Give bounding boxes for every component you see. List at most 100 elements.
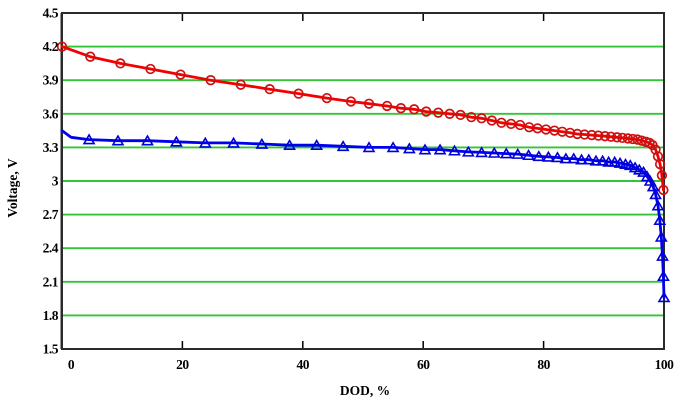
- red-circle-series-marker: [175, 69, 186, 80]
- red-circle-series-marker: [656, 170, 668, 181]
- data-series-layer: [56, 41, 671, 303]
- blue-triangle-series-marker: [582, 153, 596, 165]
- y-tick-label: 2.4: [43, 241, 59, 256]
- y-tick-label: 2.1: [43, 274, 59, 289]
- blue-triangle-series-marker: [522, 149, 535, 161]
- red-circle-series-marker: [409, 104, 420, 115]
- plot-border: [61, 12, 665, 350]
- blue-triangle-series: [60, 129, 671, 303]
- red-circle-series-marker: [514, 119, 526, 131]
- x-tick-label: 60: [417, 357, 430, 372]
- blue-triangle-series-marker: [637, 165, 650, 177]
- y-tick-label: 4.5: [43, 6, 59, 21]
- blue-triangle-series-marker: [475, 146, 488, 158]
- axis-tick-layer: [181, 14, 545, 348]
- blue-triangle-series-marker: [386, 141, 400, 153]
- red-circle-series-marker: [293, 88, 304, 99]
- blue-triangle-series-marker: [649, 188, 662, 200]
- blue-triangle-series-marker: [613, 156, 627, 168]
- x-tick-label: 20: [176, 357, 189, 372]
- y-tick-label: 4.2: [43, 39, 59, 54]
- gridline-layer: [62, 45, 664, 317]
- red-circle-series-marker: [622, 133, 634, 144]
- red-circle-series-marker: [593, 130, 604, 141]
- red-circle-series-marker: [455, 109, 466, 121]
- blue-triangle-series-marker: [487, 146, 501, 158]
- blue-triangle-series-marker: [653, 214, 667, 225]
- red-circle-series-marker: [395, 103, 407, 114]
- red-circle-series-marker: [145, 63, 156, 75]
- red-circle-series-marker: [486, 115, 497, 126]
- blue-triangle-series-marker: [336, 140, 350, 152]
- blue-triangle-series-marker: [511, 147, 525, 159]
- blue-triangle-series-marker: [589, 154, 603, 166]
- blue-triangle-series-marker: [141, 134, 154, 146]
- y-tick-label-layer: 4.5 4.2 3.9 3.6 3.3 3 2.7 2.4 2.1 1.8 1.5: [43, 6, 60, 357]
- blue-triangle-series-marker: [433, 143, 447, 155]
- red-circle-series-marker: [654, 159, 666, 170]
- red-circle-series-marker: [321, 92, 333, 104]
- y-tick-label: 3.9: [43, 73, 59, 88]
- red-circle-series-marker: [586, 129, 597, 141]
- red-circle-series-marker: [235, 79, 246, 90]
- red-circle-series-marker: [605, 131, 617, 142]
- x-tick-label: 0: [68, 357, 75, 372]
- red-circle-series-marker: [650, 144, 661, 155]
- red-circle-series-marker: [421, 106, 432, 117]
- y-tick-label: 3.6: [43, 106, 59, 121]
- blue-triangle-series-marker: [111, 134, 125, 146]
- red-circle-series-marker: [579, 129, 590, 140]
- blue-triangle-series-marker: [255, 137, 269, 149]
- y-tick-label: 3.3: [43, 140, 59, 155]
- x-tick-label: 40: [297, 357, 310, 372]
- red-circle-series-marker: [444, 108, 455, 119]
- y-tick-label: 1.8: [43, 308, 59, 323]
- blue-triangle-series-marker: [418, 143, 432, 155]
- red-circle-series: [56, 41, 669, 196]
- y-axis-title: Voltage, V: [5, 158, 20, 218]
- blue-triangle-series-marker: [551, 151, 564, 163]
- y-tick-label: 3: [52, 174, 59, 189]
- red-circle-series-marker: [205, 75, 216, 86]
- blue-triangle-series-marker: [643, 174, 657, 186]
- blue-triangle-series-marker: [499, 147, 513, 159]
- blue-triangle-series-marker: [169, 135, 183, 147]
- blue-triangle-series-marker: [82, 133, 96, 145]
- blue-triangle-series-marker: [651, 199, 665, 211]
- blue-triangle-series-marker: [657, 270, 670, 281]
- y-tick-label: 1.5: [43, 342, 59, 357]
- red-circle-series-marker: [433, 107, 444, 118]
- x-tick-label: 80: [537, 357, 550, 372]
- blue-triangle-series-marker: [310, 138, 324, 150]
- red-circle-series-marker: [85, 51, 96, 62]
- red-circle-series-marker: [611, 132, 623, 143]
- blue-triangle-series-marker: [657, 291, 671, 303]
- axis-frame-layer: [60, 12, 665, 350]
- red-circle-series-marker: [381, 100, 393, 112]
- red-circle-series-line: [60, 45, 665, 192]
- red-circle-series-marker: [658, 184, 669, 196]
- x-axis-title: DOD, %: [340, 383, 390, 398]
- red-circle-series-marker: [56, 41, 68, 52]
- red-circle-series-marker: [496, 117, 507, 128]
- red-circle-series-marker: [476, 113, 487, 124]
- blue-triangle-series-marker: [559, 152, 573, 164]
- blue-triangle-series-marker: [623, 159, 637, 171]
- blue-triangle-series-marker: [575, 153, 588, 165]
- blue-triangle-series-marker: [362, 141, 376, 153]
- x-tick-label-layer: 0 20 40 60 80 100: [68, 357, 675, 372]
- blue-triangle-series-marker: [542, 150, 555, 162]
- red-circle-series-marker: [264, 84, 275, 95]
- blue-triangle-series-marker: [654, 230, 668, 242]
- red-circle-series-marker: [617, 132, 628, 144]
- red-circle-series-marker: [599, 131, 611, 142]
- blue-triangle-series-marker: [656, 249, 669, 261]
- red-circle-series-marker: [363, 98, 375, 109]
- blue-triangle-series-marker: [198, 136, 212, 148]
- blue-triangle-series-marker: [602, 155, 616, 167]
- blue-triangle-series-marker: [646, 180, 660, 192]
- blue-triangle-series-marker: [461, 145, 475, 157]
- x-tick-label: 100: [655, 357, 675, 372]
